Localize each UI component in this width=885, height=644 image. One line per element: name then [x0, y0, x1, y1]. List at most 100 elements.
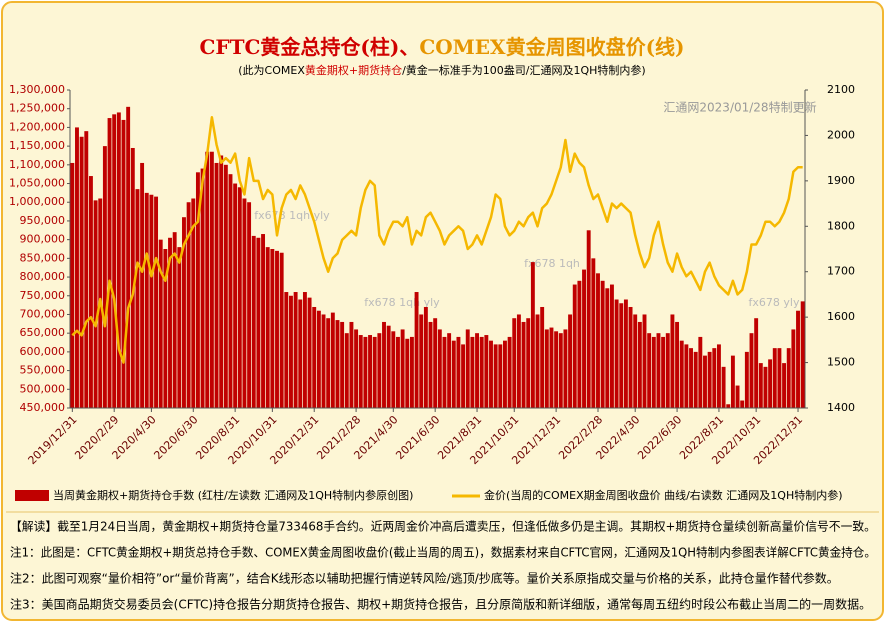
- bar: [214, 162, 219, 408]
- bar: [600, 280, 605, 408]
- bar: [298, 299, 303, 408]
- bar: [479, 336, 484, 408]
- bar: [396, 336, 400, 408]
- bar: [358, 335, 363, 408]
- bar: [596, 273, 600, 408]
- bar: [782, 363, 787, 408]
- y-tick-label: 550,000: [20, 364, 66, 377]
- bar: [377, 333, 382, 408]
- bar: [335, 320, 340, 408]
- bar: [233, 183, 238, 408]
- bar: [726, 404, 731, 408]
- bar: [270, 249, 275, 408]
- legend-label: 当周黄金期权+期货持仓手数 (红柱/左读数 汇通网及1QH特制内参原创图): [53, 488, 413, 502]
- title-part: COMEX黄金周图收盘价(线): [419, 35, 684, 59]
- bar: [200, 168, 205, 408]
- bar: [409, 336, 414, 408]
- bar: [549, 327, 554, 408]
- bar: [237, 187, 242, 408]
- bar: [182, 217, 186, 408]
- bar: [633, 314, 638, 408]
- bar: [740, 400, 745, 408]
- bar: [772, 348, 777, 408]
- bar: [558, 333, 563, 408]
- bar: [577, 280, 582, 408]
- subtitle: (此为COMEX黄金期权+期货持仓/黄金一标准手为100盎司/汇通网及1QH特制…: [238, 63, 645, 77]
- y-tick-label: 850,000: [20, 251, 66, 264]
- bar: [470, 336, 475, 408]
- bar: [754, 318, 759, 408]
- bar: [279, 252, 284, 408]
- y-tick-label: 800,000: [20, 270, 66, 283]
- bar: [316, 310, 321, 408]
- note: 注2：此图可观察“量价相符”or“量价背离”，结合K线形态以辅助把握行情逆转风险…: [10, 571, 839, 586]
- bar: [79, 136, 84, 408]
- bar: [107, 118, 112, 408]
- bar: [116, 112, 121, 409]
- bar: [791, 329, 796, 408]
- bar: [144, 192, 149, 408]
- bar: [758, 363, 763, 408]
- y-tick-label: 1,100,000: [9, 158, 65, 171]
- bar: [498, 344, 503, 408]
- bar: [637, 321, 642, 408]
- bar: [414, 292, 419, 408]
- bar: [191, 198, 196, 408]
- y2-tick-label: 2000: [827, 128, 855, 141]
- bar: [368, 335, 373, 408]
- y-tick-label: 1,000,000: [9, 195, 65, 208]
- bar: [456, 336, 461, 408]
- bar: [530, 262, 535, 408]
- bar: [275, 250, 279, 408]
- bar: [568, 314, 573, 408]
- bar: [149, 194, 154, 408]
- y-tick-label: 500,000: [20, 382, 66, 395]
- bar: [800, 301, 805, 408]
- bar: [284, 292, 289, 408]
- y2-tick-label: 1800: [827, 219, 855, 232]
- bar: [307, 297, 312, 408]
- note: 注1：此图是：CFTC黄金期权+期货总持仓手数、COMEX黄金周图收盘价(截止当…: [10, 545, 876, 560]
- y2-tick-label: 1600: [827, 310, 855, 323]
- bar: [484, 335, 489, 408]
- bar: [433, 318, 438, 408]
- y-tick-label: 750,000: [20, 289, 66, 302]
- bar: [670, 314, 675, 408]
- bar: [609, 284, 614, 408]
- bar: [512, 318, 517, 408]
- bar: [572, 284, 577, 408]
- bar: [591, 258, 596, 408]
- note: 注3：美国商品期货交易委员会(CFTC)持仓报告分期货持仓报告、期权+期货持仓报…: [10, 597, 871, 612]
- y-tick-label: 1,150,000: [9, 139, 65, 152]
- bar: [423, 306, 428, 408]
- bar: [768, 359, 773, 408]
- bar: [251, 235, 256, 408]
- note: 【解读】截至1月24日当周，黄金期权+期货持仓量733468手合约。近两周金价冲…: [10, 519, 876, 534]
- bar: [158, 239, 163, 408]
- bar: [521, 321, 526, 408]
- bar: [344, 333, 349, 408]
- bar: [507, 336, 512, 408]
- y-tick-label: 1,200,000: [9, 120, 65, 133]
- bar: [382, 321, 386, 408]
- bar: [526, 318, 531, 408]
- bar: [461, 344, 466, 408]
- bar: [205, 151, 210, 408]
- bar: [265, 247, 270, 408]
- bar: [186, 202, 191, 408]
- bar: [312, 306, 317, 408]
- y-tick-label: 900,000: [20, 233, 66, 246]
- bar: [437, 329, 442, 408]
- bar: [651, 336, 656, 408]
- y-tick-label: 650,000: [20, 326, 66, 339]
- bar: [363, 336, 368, 408]
- bar: [261, 234, 266, 408]
- bar: [84, 131, 89, 408]
- bar: [703, 355, 707, 408]
- bar: [656, 333, 661, 408]
- bar: [628, 306, 633, 408]
- bar: [121, 119, 126, 408]
- y-tick-label: 700,000: [20, 307, 66, 320]
- bar: [661, 336, 666, 408]
- bar: [168, 237, 172, 408]
